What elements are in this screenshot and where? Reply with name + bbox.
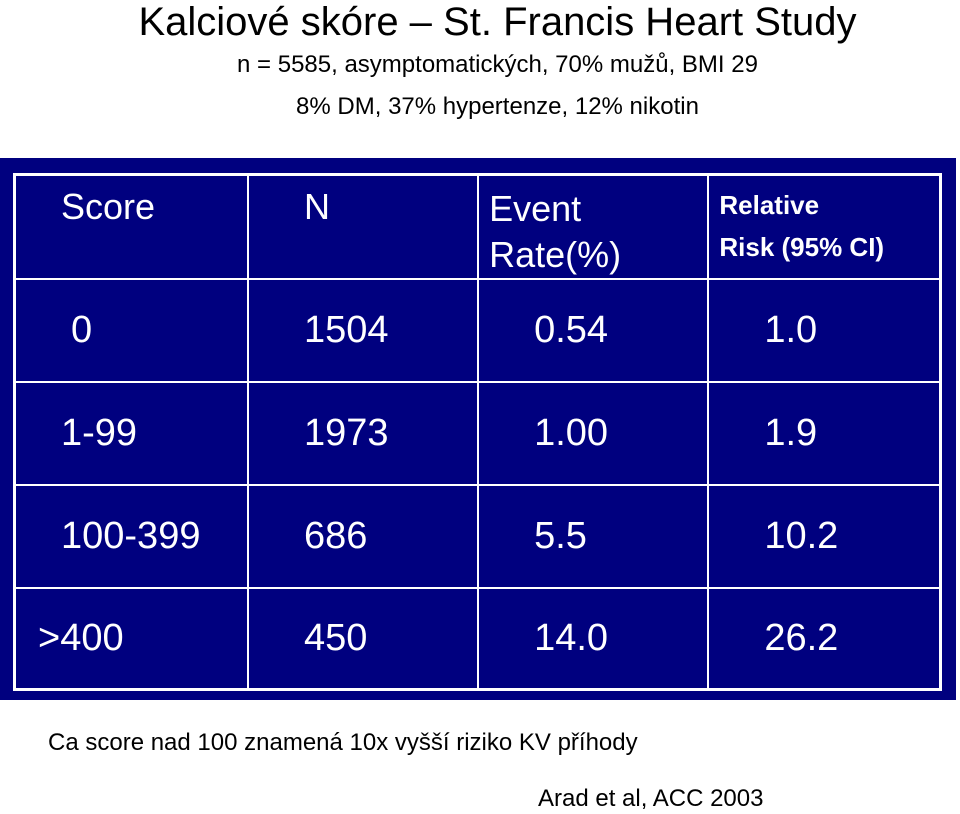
relative-risk-cell: 1.0: [707, 278, 942, 383]
header-score-cell: Score: [13, 173, 249, 280]
conclusion-note: Ca score nad 100 znamená 10x vyšší rizik…: [48, 729, 638, 756]
event-rate-cell: 0.54: [477, 278, 710, 383]
score-cell: 0: [13, 278, 249, 383]
header-n-cell: N: [246, 173, 480, 280]
header-relative-risk: Relative Risk (95% CI): [709, 176, 939, 268]
results-table: Score N Event Rate(%) Relative Risk (95%…: [13, 173, 942, 691]
header-score: Score: [61, 186, 156, 227]
table-header-row: Score N Event Rate(%) Relative Risk (95%…: [13, 173, 942, 280]
relative-risk-cell: 10.2: [707, 484, 942, 589]
score-cell: 1-99: [13, 381, 249, 486]
event-rate-cell: 1.00: [477, 381, 710, 486]
event-rate-cell: 5.5: [477, 484, 710, 589]
relative-risk-cell: 26.2: [707, 587, 942, 690]
event-rate-cell: 14.0: [477, 587, 710, 690]
header-relative-risk-line1: Relative: [719, 190, 820, 220]
score-cell: >400: [13, 587, 249, 690]
table-row: 100-399 686 5.5 10.2: [13, 484, 942, 589]
table-row: >400 450 14.0 26.2: [13, 587, 942, 690]
slide-subtitle-line1: n = 5585, asymptomatických, 70% mužů, BM…: [237, 51, 758, 78]
relative-risk-cell: 1.9: [707, 381, 942, 486]
slide-subtitle-line2: 8% DM, 37% hypertenze, 12% nikotin: [296, 93, 699, 120]
header-event-rate: Event Rate(%): [479, 176, 707, 278]
table-row: 1-99 1973 1.00 1.9: [13, 381, 942, 486]
score-cell: 100-399: [13, 484, 249, 589]
header-n: N: [303, 186, 330, 227]
table-row: 0 1504 0.54 1.0: [13, 278, 942, 383]
citation: Arad et al, ACC 2003: [538, 785, 764, 812]
slide-title: Kalciové skóre – St. Francis Heart Study: [138, 0, 857, 44]
results-table-panel: Score N Event Rate(%) Relative Risk (95%…: [0, 158, 956, 700]
header-event-rate-line1: Event: [489, 188, 582, 229]
n-cell: 1973: [246, 381, 480, 486]
n-cell: 450: [246, 587, 480, 690]
n-cell: 1504: [246, 278, 480, 383]
header-event-rate-cell: Event Rate(%): [477, 173, 710, 280]
n-cell: 686: [246, 484, 480, 589]
header-relative-risk-cell: Relative Risk (95% CI): [707, 173, 942, 280]
header-relative-risk-line2: Risk (95% CI): [719, 232, 885, 262]
header-event-rate-line2: Rate(%): [489, 234, 622, 275]
